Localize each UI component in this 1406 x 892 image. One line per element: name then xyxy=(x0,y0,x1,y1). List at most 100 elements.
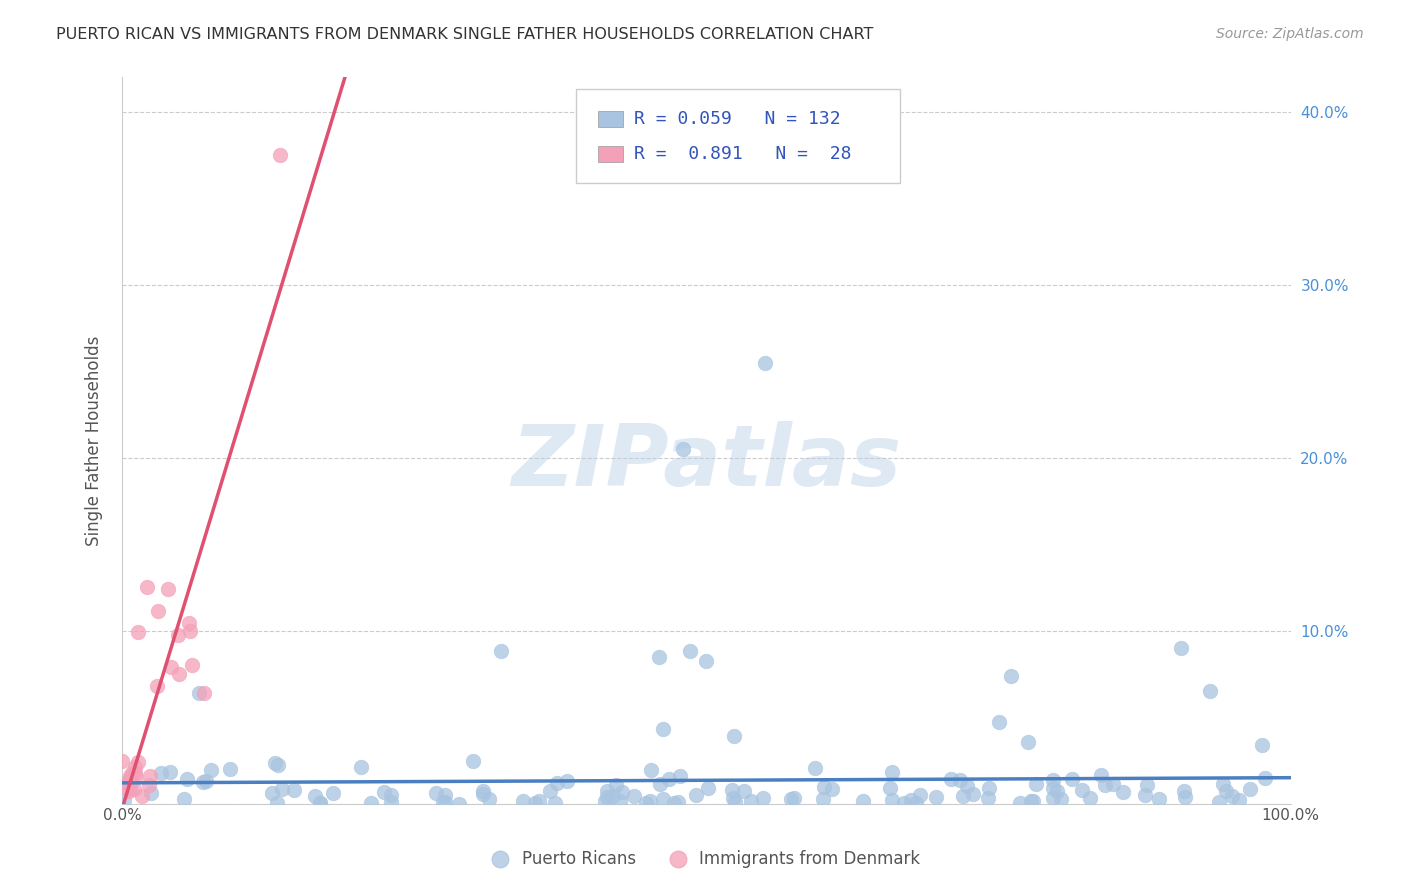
Point xyxy=(962,787,984,801)
Point xyxy=(904,796,927,810)
Point xyxy=(176,772,198,786)
Point xyxy=(1170,640,1192,655)
Point xyxy=(1078,791,1101,805)
Point xyxy=(271,781,294,796)
Point xyxy=(721,790,744,805)
Point xyxy=(752,791,775,805)
Point xyxy=(593,794,616,808)
Point xyxy=(471,787,494,801)
Point xyxy=(754,356,776,370)
Point xyxy=(949,773,972,788)
Point xyxy=(425,786,447,800)
Point xyxy=(193,686,215,700)
Point xyxy=(1250,739,1272,753)
Point xyxy=(1215,784,1237,798)
Point xyxy=(512,794,534,808)
Point xyxy=(120,775,142,789)
Point xyxy=(1025,777,1047,791)
Point xyxy=(640,763,662,777)
Point xyxy=(434,789,457,803)
Point xyxy=(447,797,470,811)
Point xyxy=(1174,790,1197,805)
Point xyxy=(1050,792,1073,806)
Point xyxy=(956,779,979,793)
Point xyxy=(685,788,707,802)
Point xyxy=(111,754,134,768)
Point xyxy=(433,795,456,809)
Point xyxy=(269,148,291,162)
Legend: Puerto Ricans, Immigrants from Denmark: Puerto Ricans, Immigrants from Denmark xyxy=(485,844,928,875)
Point xyxy=(260,786,283,800)
Point xyxy=(879,781,901,796)
Point xyxy=(360,796,382,810)
Point xyxy=(647,649,669,664)
Point xyxy=(1173,784,1195,798)
Text: ZIPatlas: ZIPatlas xyxy=(512,421,901,504)
Point xyxy=(115,776,138,790)
Point xyxy=(1022,794,1045,808)
Point xyxy=(623,789,645,803)
Point xyxy=(373,785,395,799)
Point xyxy=(135,580,157,594)
Point xyxy=(118,769,141,783)
Point xyxy=(610,784,633,798)
Point xyxy=(1254,771,1277,785)
Point xyxy=(721,782,744,797)
Point xyxy=(159,765,181,780)
Point xyxy=(952,789,974,804)
Point xyxy=(1220,789,1243,803)
Point xyxy=(121,765,143,780)
Point xyxy=(461,754,484,768)
Point xyxy=(139,769,162,783)
Text: Source: ZipAtlas.com: Source: ZipAtlas.com xyxy=(1216,27,1364,41)
Point xyxy=(218,762,240,776)
Point xyxy=(882,765,904,780)
Point xyxy=(538,783,561,797)
Point xyxy=(724,795,747,809)
Point xyxy=(803,761,825,775)
Text: PUERTO RICAN VS IMMIGRANTS FROM DENMARK SINGLE FATHER HOUSEHOLDS CORRELATION CHA: PUERTO RICAN VS IMMIGRANTS FROM DENMARK … xyxy=(56,27,873,42)
Point xyxy=(852,794,875,808)
Point xyxy=(924,790,946,805)
Point xyxy=(1042,780,1064,795)
Point xyxy=(662,796,685,810)
Point xyxy=(652,792,675,806)
Point xyxy=(780,792,803,806)
Point xyxy=(1135,778,1157,792)
Point xyxy=(120,771,142,785)
Point xyxy=(1042,791,1064,805)
Point xyxy=(308,796,330,810)
Point xyxy=(125,770,148,784)
Point xyxy=(1094,778,1116,792)
Point xyxy=(908,789,931,803)
Point xyxy=(1060,772,1083,787)
Point xyxy=(596,784,619,798)
Point xyxy=(696,781,718,796)
Point xyxy=(200,764,222,778)
Point xyxy=(1239,782,1261,797)
Point xyxy=(723,729,745,743)
Point xyxy=(1199,684,1222,698)
Point xyxy=(112,793,135,807)
Point xyxy=(195,773,218,788)
Point xyxy=(1010,797,1032,811)
Point xyxy=(173,792,195,806)
Y-axis label: Single Father Households: Single Father Households xyxy=(86,335,103,546)
Point xyxy=(783,791,806,805)
Point xyxy=(471,784,494,798)
Point xyxy=(141,786,163,800)
Point xyxy=(602,789,624,803)
Point xyxy=(634,796,657,810)
Point xyxy=(1046,784,1069,798)
Point xyxy=(191,775,214,789)
Point xyxy=(939,772,962,787)
Point xyxy=(813,780,835,794)
Point xyxy=(138,778,160,792)
Point xyxy=(605,778,627,792)
Point xyxy=(900,793,922,807)
Point xyxy=(380,795,402,809)
Point xyxy=(666,795,689,809)
Point xyxy=(652,722,675,736)
Point xyxy=(283,783,305,797)
Text: R =  0.891   N =  28: R = 0.891 N = 28 xyxy=(634,145,852,163)
